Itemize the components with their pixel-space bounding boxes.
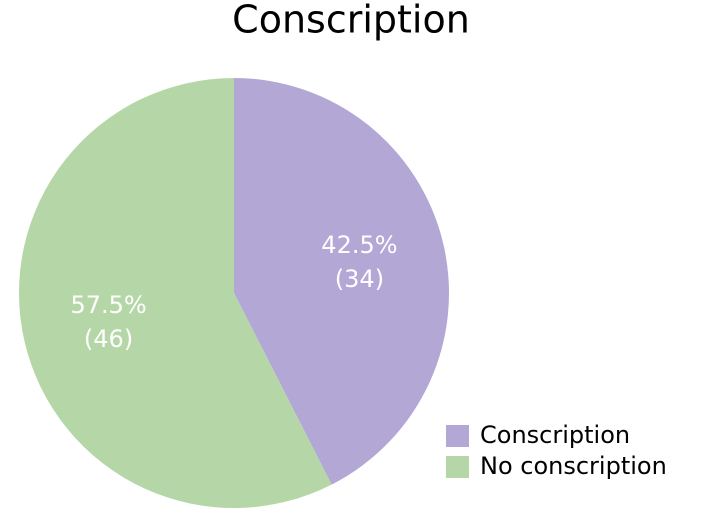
- legend-label: Conscription: [480, 421, 630, 449]
- legend-swatch: [446, 456, 469, 478]
- value-label: (46): [84, 325, 133, 353]
- pie-slice: [19, 78, 332, 508]
- value-label: (34): [335, 265, 384, 293]
- legend-label: No conscription: [480, 452, 667, 480]
- legend-swatch: [446, 425, 469, 447]
- value-label: 57.5%: [70, 291, 146, 319]
- value-label: 42.5%: [321, 231, 397, 259]
- pie-slice: [234, 78, 450, 485]
- chart-title: Conscription: [232, 0, 470, 42]
